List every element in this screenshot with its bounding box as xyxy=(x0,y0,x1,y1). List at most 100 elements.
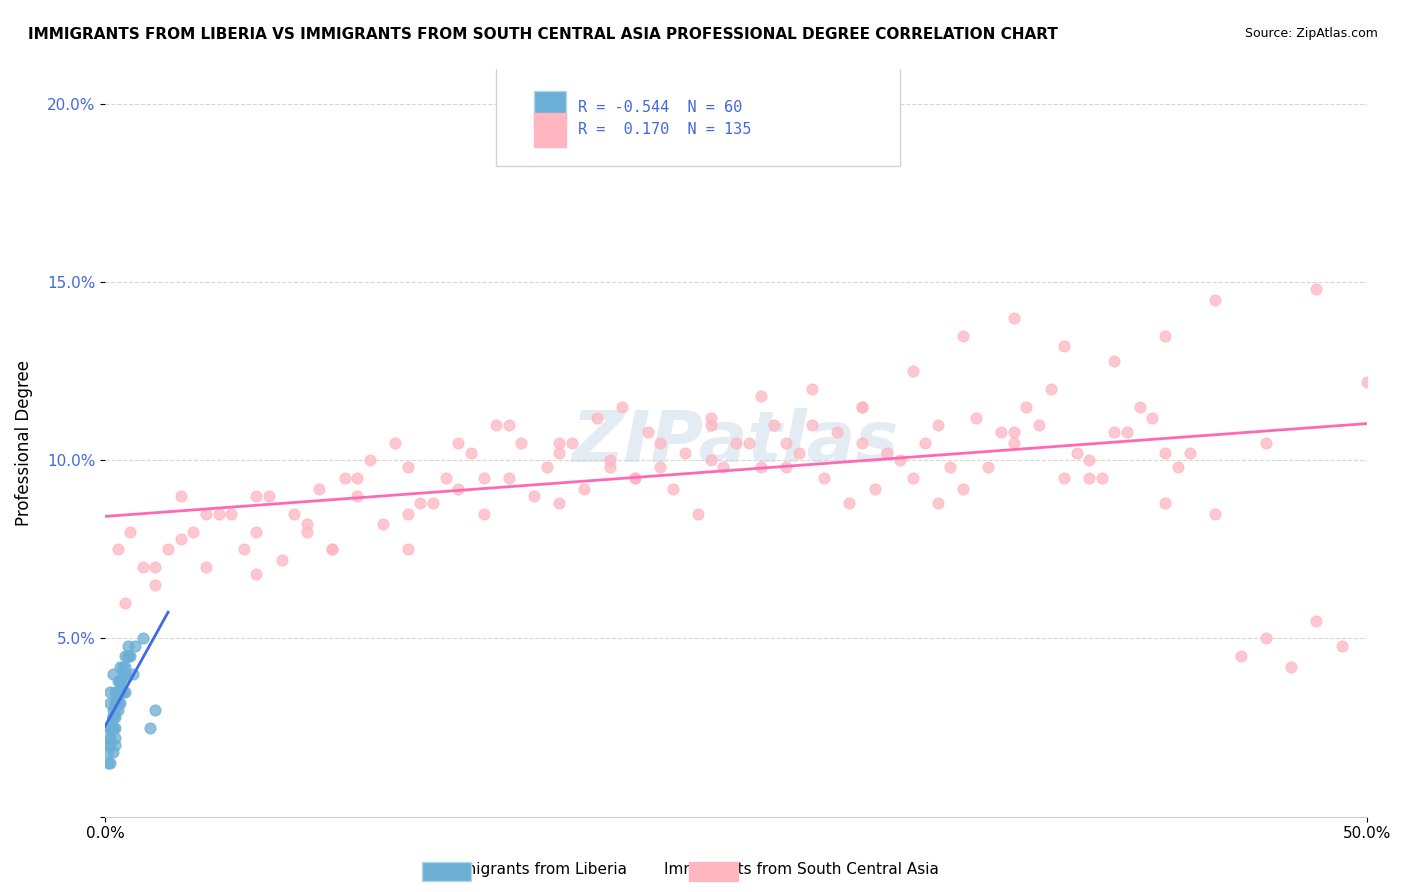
Text: ZIPatlas: ZIPatlas xyxy=(572,408,900,477)
Point xyxy=(1154,496,1177,510)
Point xyxy=(662,482,685,496)
Point xyxy=(333,471,356,485)
Point xyxy=(219,507,242,521)
Point xyxy=(108,674,131,689)
Point xyxy=(295,517,318,532)
Point xyxy=(1002,425,1025,439)
Point xyxy=(612,400,634,414)
Point xyxy=(396,507,419,521)
Point xyxy=(990,425,1012,439)
Point xyxy=(107,696,129,710)
Point xyxy=(111,667,134,681)
Point xyxy=(876,446,898,460)
Point xyxy=(346,489,368,503)
Point xyxy=(139,721,162,735)
FancyBboxPatch shape xyxy=(534,91,565,125)
Point xyxy=(650,460,672,475)
Point xyxy=(1066,446,1088,460)
Point xyxy=(96,746,118,760)
Point xyxy=(699,417,721,432)
Point xyxy=(181,524,204,539)
Point xyxy=(114,685,136,699)
Point xyxy=(107,696,129,710)
Point xyxy=(108,685,131,699)
Text: R = -0.544  N = 60: R = -0.544 N = 60 xyxy=(578,100,742,115)
Point xyxy=(952,328,974,343)
Point xyxy=(245,489,267,503)
Point xyxy=(775,460,797,475)
Point xyxy=(775,435,797,450)
Point xyxy=(101,710,124,724)
Point xyxy=(321,542,343,557)
Point xyxy=(624,471,647,485)
Point xyxy=(1116,425,1139,439)
Point xyxy=(939,460,962,475)
Point xyxy=(104,696,127,710)
Point xyxy=(101,710,124,724)
Point xyxy=(498,417,520,432)
Point xyxy=(108,660,131,674)
Point xyxy=(145,703,167,717)
Y-axis label: Professional Degree: Professional Degree xyxy=(15,359,32,525)
Point xyxy=(914,435,936,450)
Point xyxy=(371,517,394,532)
Point xyxy=(245,524,267,539)
FancyBboxPatch shape xyxy=(534,113,565,147)
Text: Source: ZipAtlas.com: Source: ZipAtlas.com xyxy=(1244,27,1378,40)
Point xyxy=(561,435,583,450)
Point xyxy=(548,496,571,510)
Point xyxy=(101,667,124,681)
Point xyxy=(114,667,136,681)
Point xyxy=(98,721,121,735)
Point xyxy=(472,471,495,485)
Point xyxy=(104,696,127,710)
Point xyxy=(101,710,124,724)
Point xyxy=(1002,435,1025,450)
Point xyxy=(523,489,546,503)
Point xyxy=(145,578,167,592)
Point xyxy=(1355,375,1378,389)
Point xyxy=(800,417,823,432)
Point xyxy=(1078,453,1101,467)
Point xyxy=(699,453,721,467)
Point xyxy=(104,703,127,717)
Point xyxy=(965,410,987,425)
Point xyxy=(111,685,134,699)
Point xyxy=(901,364,924,378)
Point xyxy=(98,696,121,710)
Point xyxy=(447,482,470,496)
Point xyxy=(586,410,609,425)
Point xyxy=(624,471,647,485)
Point xyxy=(124,639,146,653)
Point xyxy=(283,507,305,521)
Point xyxy=(308,482,330,496)
Point xyxy=(157,542,180,557)
Point xyxy=(101,703,124,717)
Point xyxy=(111,660,134,674)
Point xyxy=(762,417,785,432)
Point xyxy=(1330,639,1353,653)
Text: R =  0.170  N = 135: R = 0.170 N = 135 xyxy=(578,122,752,137)
Point xyxy=(1104,353,1126,368)
Point xyxy=(132,632,155,646)
Point xyxy=(98,685,121,699)
Point xyxy=(101,721,124,735)
Point xyxy=(107,685,129,699)
Point xyxy=(120,649,142,664)
Point xyxy=(107,685,129,699)
Point xyxy=(536,460,558,475)
Point xyxy=(825,425,848,439)
Point xyxy=(108,674,131,689)
Point xyxy=(1254,632,1277,646)
Point xyxy=(574,482,596,496)
Point xyxy=(232,542,254,557)
Point xyxy=(1053,339,1076,353)
Point xyxy=(104,685,127,699)
Point xyxy=(396,460,419,475)
Point xyxy=(104,739,127,753)
Point xyxy=(98,731,121,746)
Point xyxy=(194,507,217,521)
Point xyxy=(1040,382,1063,396)
Point xyxy=(145,560,167,574)
Point xyxy=(104,721,127,735)
